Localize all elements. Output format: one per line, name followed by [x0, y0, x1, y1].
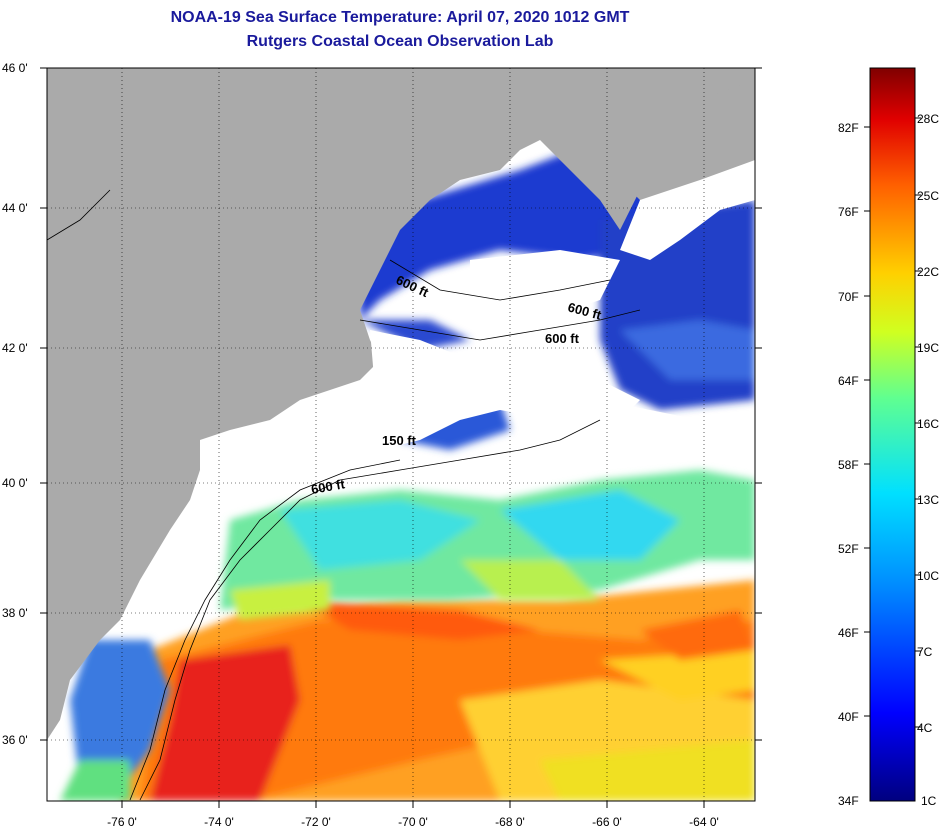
colorbar-f-label: 52F [838, 542, 859, 556]
colorbar-f-label: 40F [838, 710, 859, 724]
lat-label: 36 0' [2, 733, 28, 747]
lat-label: 42 0' [2, 341, 28, 355]
lon-label: -64 0' [689, 815, 719, 829]
colorbar-f-label: 34F [838, 794, 859, 808]
colorbar-f-label: 64F [838, 374, 859, 388]
colorbar-c-label: 13C [917, 493, 940, 507]
colorbar-c-label: 25C [917, 189, 940, 203]
lat-label: 38 0' [2, 606, 28, 620]
colorbar-c-label: 10C [917, 569, 940, 583]
map-image [47, 68, 755, 801]
map-subtitle: Rutgers Coastal Ocean Observation Lab [246, 33, 554, 50]
coastal-cold-water [60, 640, 170, 801]
longitude-labels: -76 0' -74 0' -72 0' -70 0' -68 0' -66 0… [107, 815, 719, 829]
lon-label: -74 0' [204, 815, 234, 829]
lon-label: -72 0' [301, 815, 331, 829]
lat-label: 46 0' [2, 61, 28, 75]
frame-ticks [40, 67, 762, 808]
colorbar [869, 67, 916, 802]
colorbar-f-label: 58F [838, 458, 859, 472]
cloud-patches [370, 250, 755, 470]
colorbar-c-label: 28C [917, 112, 940, 126]
bathymetry-contours [46, 189, 641, 801]
lon-label: -70 0' [398, 815, 428, 829]
colorbar-c-label: 22C [917, 265, 940, 279]
colorbar-f-label: 76F [838, 205, 859, 219]
land-mass [47, 68, 755, 740]
colorbar-c-label: 19C [917, 341, 940, 355]
colorbar-ticks [864, 117, 921, 728]
map-title: NOAA-19 Sea Surface Temperature: April 0… [170, 9, 630, 26]
colorbar-f-label: 82F [838, 121, 859, 135]
contour-label: 150 ft [382, 433, 417, 448]
colorbar-c-label: 7C [917, 645, 933, 659]
lon-label: -76 0' [107, 815, 137, 829]
latitude-labels: 46 0' 44 0' 42 0' 40 0' 38 0' 36 0' [2, 61, 28, 747]
lon-label: -66 0' [592, 815, 622, 829]
slope-water-region [220, 470, 755, 620]
colorbar-c-label: 4C [917, 721, 933, 735]
lon-label: -68 0' [495, 815, 525, 829]
colorbar-f-label: 46F [838, 626, 859, 640]
colorbar-f-label: 70F [838, 290, 859, 304]
colorbar-c-label: 1C [921, 794, 937, 808]
map-frame [46, 67, 756, 802]
contour-label: 600 ft [545, 331, 580, 346]
warm-water-region [120, 580, 755, 801]
lat-label: 40 0' [2, 476, 28, 490]
lat-label: 44 0' [2, 201, 28, 215]
contour-label: 600 ft [310, 476, 347, 497]
colorbar-c-label: 16C [917, 417, 940, 431]
